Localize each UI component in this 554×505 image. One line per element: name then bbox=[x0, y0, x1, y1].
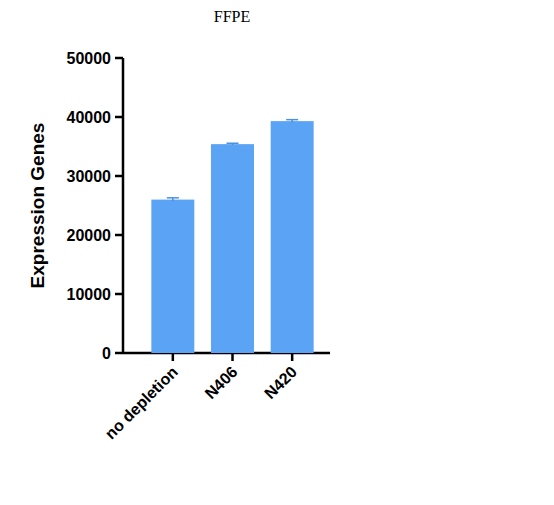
y-tick bbox=[115, 293, 123, 296]
y-tick-label: 30000 bbox=[67, 168, 112, 185]
y-axis-label: Expression Genes bbox=[27, 123, 48, 289]
chart-container: FFPE Expression Genes 0 10000 20000 30000 4000… bbox=[0, 0, 554, 505]
y-tick-label: 50000 bbox=[67, 50, 112, 67]
x-tick bbox=[291, 353, 294, 361]
error-bar bbox=[167, 198, 179, 202]
y-tick bbox=[115, 57, 123, 60]
x-tick bbox=[231, 353, 234, 361]
y-tick-label: 20000 bbox=[67, 227, 112, 244]
error-bar bbox=[286, 120, 298, 123]
y-tick bbox=[115, 175, 123, 178]
bar bbox=[211, 144, 254, 353]
x-tick bbox=[172, 353, 175, 361]
y-tick-label: 10000 bbox=[67, 286, 112, 303]
x-tick-label: N406 bbox=[202, 363, 241, 402]
error-cap bbox=[227, 143, 239, 145]
error-cap bbox=[167, 197, 179, 199]
bar bbox=[271, 121, 314, 353]
title: FFPE bbox=[214, 8, 250, 25]
error-bar bbox=[227, 143, 239, 145]
chart-svg: FFPE Expression Genes 0 10000 20000 30000 4000… bbox=[0, 0, 554, 505]
bar bbox=[151, 200, 194, 353]
y-tick bbox=[115, 234, 123, 237]
y-tick bbox=[115, 116, 123, 119]
x-tick-label: N420 bbox=[261, 363, 300, 402]
error-cap bbox=[286, 119, 298, 121]
y-tick-label: 0 bbox=[102, 345, 111, 362]
x-tick-label: no depletion bbox=[102, 363, 181, 442]
y-tick-label: 40000 bbox=[67, 109, 112, 126]
bars bbox=[151, 120, 313, 353]
y-tick bbox=[115, 352, 123, 355]
y-axis-line bbox=[122, 58, 125, 353]
